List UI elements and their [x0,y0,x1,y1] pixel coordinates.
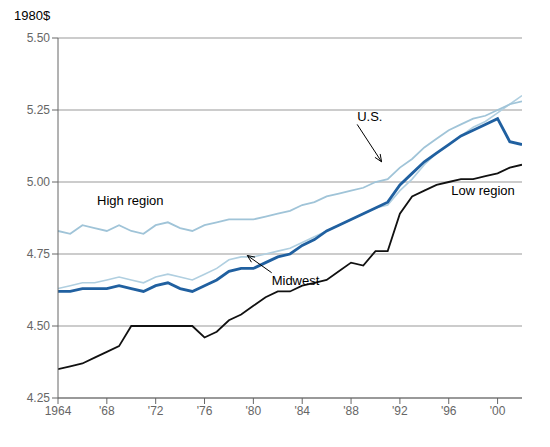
svg-text:'96: '96 [441,404,457,418]
svg-text:'88: '88 [343,404,359,418]
svg-text:High region: High region [97,193,164,208]
html-text:1980$: 1980$ [14,8,51,23]
svg-text:'72: '72 [148,404,164,418]
svg-text:'84: '84 [294,404,310,418]
svg-text:5.25: 5.25 [27,103,51,117]
svg-text:4.50: 4.50 [27,319,51,333]
svg-text:4.75: 4.75 [27,247,51,261]
svg-text:Low region: Low region [451,183,515,198]
svg-text:'68: '68 [99,404,115,418]
svg-text:Midwest: Midwest [272,273,320,288]
svg-text:'76: '76 [197,404,213,418]
svg-text:'80: '80 [246,404,262,418]
svg-text:U.S.: U.S. [357,109,382,124]
svg-text:1964: 1964 [45,404,72,418]
svg-text:'92: '92 [392,404,408,418]
svg-text:4.25: 4.25 [27,391,51,405]
svg-text:5.50: 5.50 [27,31,51,45]
svg-text:5.00: 5.00 [27,175,51,189]
svg-text:'00: '00 [490,404,506,418]
